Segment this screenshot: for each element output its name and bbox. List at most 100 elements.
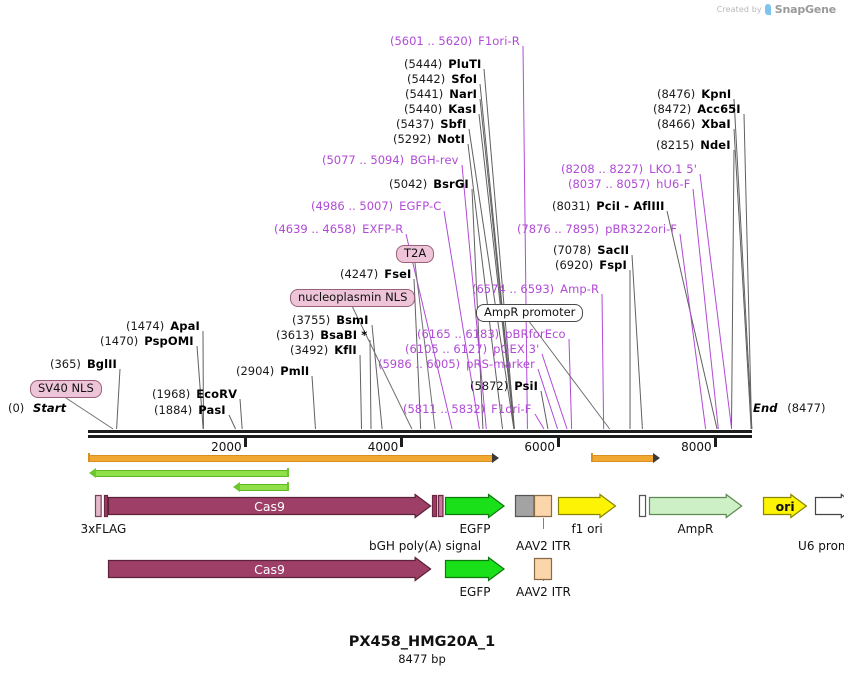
enzyme-label-acc65i[interactable]: (8472) Acc65I — [653, 103, 741, 116]
enzyme-label-fspi[interactable]: (6920) FspI — [555, 259, 627, 272]
orf-arrow-head-icon — [232, 482, 240, 492]
enzyme-label-kasi[interactable]: (5440) KasI — [404, 103, 476, 116]
feature-shape — [814, 493, 844, 519]
feature-cas9[interactable]: Cas9 — [107, 556, 432, 582]
feature-shape — [763, 493, 808, 519]
primer-label-egfp-c[interactable]: (4986 .. 5007) EGFP-C — [311, 200, 441, 213]
enzyme-label-pmli[interactable]: (2904) PmlI — [236, 365, 309, 378]
feature-3xflag[interactable] — [95, 494, 103, 518]
feature-ori[interactable]: ori — [763, 493, 808, 519]
primer-label-exfp-r[interactable]: (4639 .. 4658) EXFP-R — [274, 223, 403, 236]
enzyme-position: (365) — [50, 357, 81, 371]
primer-label-prs-marker[interactable]: (5986 .. 6005) pRS-marker — [378, 358, 535, 371]
primer-label-amp-r[interactable]: (6574 .. 6593) Amp-R — [472, 283, 599, 296]
feature-t2a-box[interactable] — [438, 494, 444, 518]
sequence-backbone[interactable] — [88, 430, 752, 438]
leader-primer-9 — [679, 233, 707, 430]
leader-primer-3 — [522, 45, 528, 430]
feature-shape — [103, 494, 108, 518]
enzyme-position: (7078) — [553, 243, 592, 257]
feature-inner-label: ori — [775, 498, 795, 514]
feature-aav2-itr[interactable] — [534, 557, 553, 581]
feature-shape — [438, 494, 444, 518]
feature-badge-nucleoplasmin-nls[interactable]: nucleoplasmin NLS — [290, 289, 416, 307]
primer-name: pBRforEco — [505, 327, 566, 341]
enzyme-label-pluti[interactable]: (5444) PluTI — [404, 58, 481, 71]
leader-pasi — [228, 414, 237, 430]
primer-label-bgh-rev[interactable]: (5077 .. 5094) BGH-rev — [322, 154, 459, 167]
enzyme-label-pcii[interactable]: (8031) PciI - AflIII — [552, 200, 664, 213]
feature-glyph-icon — [534, 557, 553, 581]
feature-sv40nls-box[interactable] — [103, 494, 108, 518]
enzyme-label-psii[interactable]: (5872) PsiI — [470, 380, 538, 393]
leader-primer-1 — [443, 210, 480, 430]
primer-range: (5811 .. 5832) — [403, 402, 486, 416]
primer-label-lko-1-5[interactable]: (8208 .. 8227) LKO.1 5' — [561, 163, 697, 176]
feature-ampr[interactable] — [648, 493, 743, 519]
primer-label-pbrforeco[interactable]: (6165 .. 6183) pBRforEco — [417, 328, 566, 341]
enzyme-label-kfli[interactable]: (3492) KflI — [290, 344, 357, 357]
feature-u6-promoter[interactable] — [814, 493, 844, 519]
primer-label-hu6-f[interactable]: (8037 .. 8057) hU6-F — [568, 178, 690, 191]
orf-arrow-shaft — [88, 455, 493, 462]
feature-label-egfp: EGFP — [459, 585, 491, 599]
feature-cas9[interactable]: Cas9 — [107, 493, 432, 519]
feature-badge-sv40-nls[interactable]: SV40 NLS — [30, 380, 102, 398]
enzyme-name: BsaBI * — [320, 328, 368, 342]
feature-badge-label: SV40 NLS — [38, 381, 94, 395]
feature-f1-ori[interactable] — [557, 493, 617, 519]
enzyme-label-ecorv[interactable]: (1968) EcoRV — [152, 388, 237, 401]
orf-arrow-head-icon — [88, 468, 96, 478]
enzyme-label-nari[interactable]: (5441) NarI — [405, 88, 477, 101]
leader-bsmi — [371, 324, 383, 430]
enzyme-name: ApaI — [170, 319, 200, 333]
feature-nls2-box[interactable] — [432, 494, 438, 518]
enzyme-name: PasI — [198, 403, 226, 417]
end-text: End — [753, 401, 778, 415]
enzyme-label-pspomi[interactable]: (1470) PspOMI — [100, 335, 194, 348]
feature-shape — [648, 493, 743, 519]
feature-amp-prom[interactable] — [639, 494, 647, 518]
feature-aav2-itr[interactable] — [534, 494, 553, 518]
feature-egfp[interactable] — [445, 556, 506, 582]
enzyme-label-sbfi[interactable]: (5437) SbfI — [396, 118, 466, 131]
leader-ecorv — [239, 398, 243, 430]
enzyme-label-sacii[interactable]: (7078) SacII — [553, 244, 629, 257]
enzyme-label-sfoi[interactable]: (5442) SfoI — [407, 73, 477, 86]
primer-name: BGH-rev — [410, 153, 459, 167]
feature-badge-ampr-promoter[interactable]: AmpR promoter — [476, 304, 584, 322]
orf-arrow-shaft — [590, 455, 653, 462]
enzyme-label-bsmi[interactable]: (3755) BsmI — [292, 314, 369, 327]
enzyme-label-bsrgi[interactable]: (5042) BsrGI — [389, 178, 469, 191]
enzyme-label-apai[interactable]: (1474) ApaI — [126, 320, 200, 333]
primer-label-pgex-3[interactable]: (6105 .. 6127) pGEX 3' — [405, 343, 539, 356]
feature-egfp[interactable] — [445, 493, 506, 519]
primer-name: EGFP-C — [399, 199, 442, 213]
enzyme-label-bsabi[interactable]: (3613) BsaBI * — [276, 329, 367, 342]
primer-label-f1ori-r[interactable]: (5601 .. 5620) F1ori-R — [390, 35, 520, 48]
enzyme-label-kpni[interactable]: (8476) KpnI — [657, 88, 731, 101]
leader-primer-6 — [541, 353, 568, 430]
enzyme-label-noti[interactable]: (5292) NotI — [393, 133, 465, 146]
primer-label-f1ori-f[interactable]: (5811 .. 5832) F1ori-F — [403, 403, 532, 416]
enzyme-label-pasi[interactable]: (1884) PasI — [154, 404, 226, 417]
enzyme-label-ndei[interactable]: (8215) NdeI — [656, 139, 731, 152]
leader-primer-8 — [601, 293, 605, 430]
leader-primer-10 — [692, 188, 719, 430]
leader-sacii — [631, 254, 643, 430]
feature-bgh-polya[interactable] — [514, 494, 535, 518]
enzyme-label-xbai[interactable]: (8466) XbaI — [657, 118, 731, 131]
feature-glyph-icon — [814, 493, 844, 519]
feature-glyph-icon — [107, 556, 432, 582]
enzyme-position: (5437) — [396, 117, 435, 131]
feature-badge-t2a[interactable]: T2A — [396, 245, 435, 263]
feature-shape — [107, 556, 432, 582]
enzyme-position: (8215) — [656, 138, 695, 152]
enzyme-label-fsei[interactable]: (4247) FseI — [340, 268, 411, 281]
feature-shape — [534, 494, 553, 518]
feature-glyph-icon — [557, 493, 617, 519]
ruler-tick-8000 — [713, 438, 717, 447]
primer-label-pbr322ori-f[interactable]: (7876 .. 7895) pBR322ori-F — [517, 223, 677, 236]
ruler-tick-6000 — [556, 438, 560, 447]
enzyme-label-bglii[interactable]: (365) BglII — [50, 358, 117, 371]
